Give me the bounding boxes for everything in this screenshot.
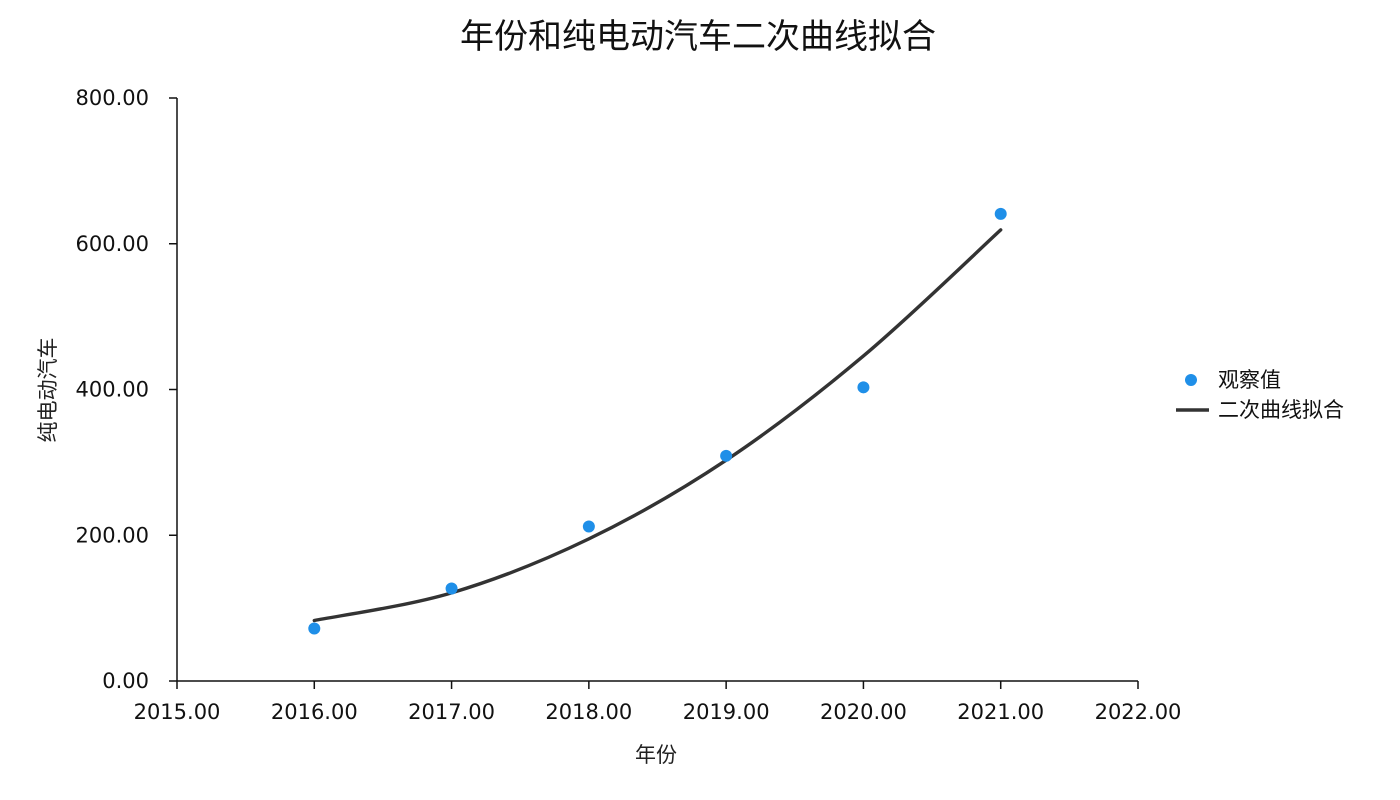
observed-data-point <box>857 381 870 394</box>
x-tick-label: 2019.00 <box>683 700 770 724</box>
x-tick-label: 2021.00 <box>957 700 1044 724</box>
x-axis-title: 年份 <box>635 743 677 767</box>
y-tick-label: 0.00 <box>102 669 149 693</box>
observed-data-point <box>308 622 321 635</box>
x-tick-label: 2022.00 <box>1095 700 1182 724</box>
y-tick-label: 200.00 <box>76 523 149 547</box>
y-tick-label: 400.00 <box>76 378 149 402</box>
legend-scatter-marker <box>1185 374 1197 386</box>
observed-data-point <box>445 582 458 595</box>
fit-curve-layer <box>312 228 1003 623</box>
x-tick-label: 2015.00 <box>134 700 221 724</box>
y-axis-title: 纯电动汽车 <box>36 338 60 443</box>
x-tick-label: 2018.00 <box>545 700 632 724</box>
plot-area: 0.00 200.00 400.00 600.00 800.00 2015.00 2016… <box>76 86 1182 724</box>
observed-data-point <box>720 449 733 462</box>
data-points <box>308 207 1007 635</box>
x-tick-label: 2020.00 <box>820 700 907 724</box>
observed-data-point <box>582 520 595 533</box>
x-axis-ticks: 2015.00 2016.00 2017.00 2018.00 2019.00 2020.… <box>134 681 1182 724</box>
chart-title: 年份和纯电动汽车二次曲线拟合 <box>460 17 936 57</box>
legend-label-observed: 观察值 <box>1218 368 1281 392</box>
observed-data-point <box>994 207 1007 220</box>
y-tick-label: 800.00 <box>76 86 149 110</box>
y-tick-label: 600.00 <box>76 232 149 256</box>
x-tick-label: 2016.00 <box>271 700 358 724</box>
x-tick-label: 2017.00 <box>408 700 495 724</box>
quadratic-fit-line <box>312 228 1003 623</box>
y-axis-ticks: 0.00 200.00 400.00 600.00 800.00 <box>76 86 177 693</box>
legend-label-fit: 二次曲线拟合 <box>1218 398 1344 422</box>
